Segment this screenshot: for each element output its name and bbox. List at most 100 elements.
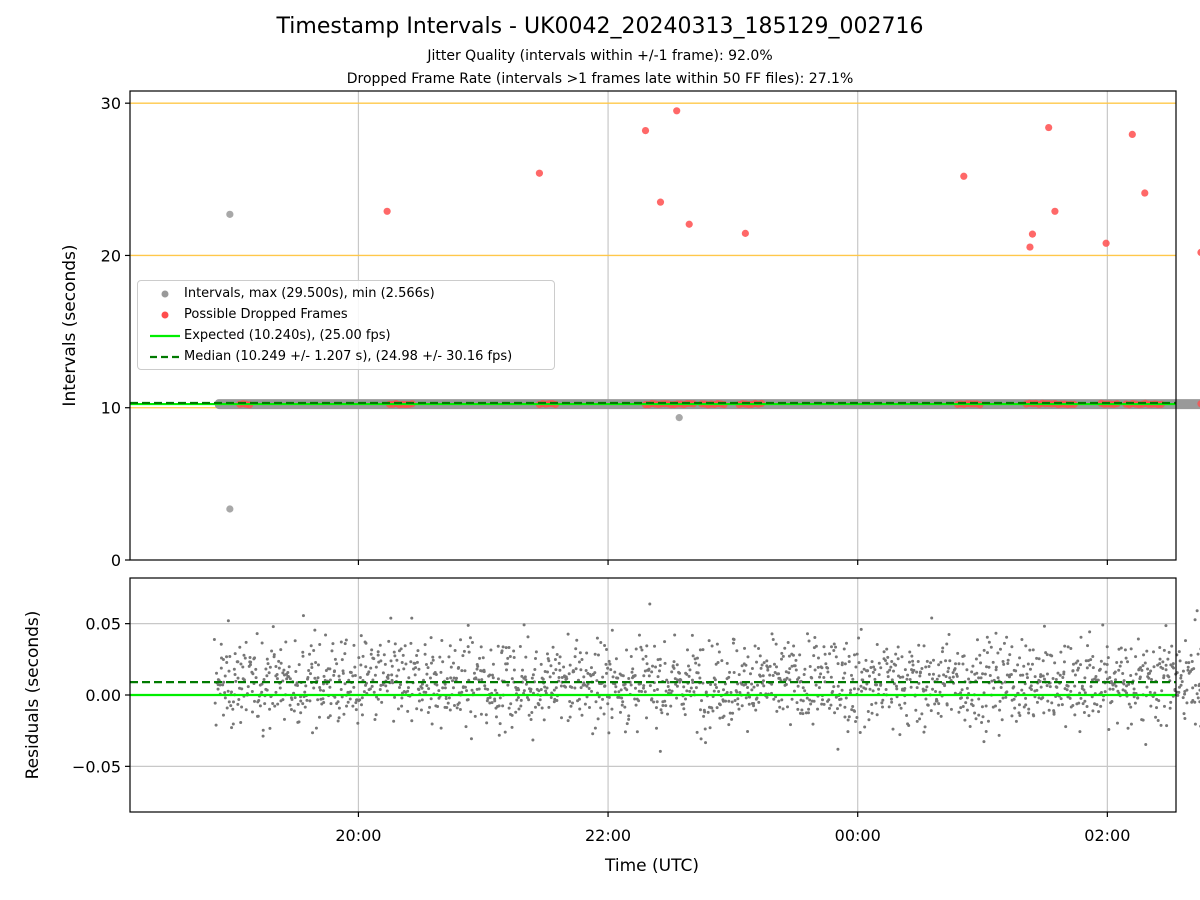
residual-point xyxy=(607,659,611,663)
residual-point xyxy=(517,688,521,692)
residual-point xyxy=(268,726,272,730)
residual-point xyxy=(443,682,447,686)
residual-point xyxy=(915,686,919,690)
residual-point xyxy=(971,664,975,668)
residual-point xyxy=(1028,667,1032,671)
dropped-frame-point xyxy=(1141,189,1149,197)
residual-point xyxy=(961,662,965,666)
residual-point xyxy=(803,667,807,671)
residual-point xyxy=(379,659,383,663)
residual-point xyxy=(254,676,258,680)
residual-point xyxy=(345,704,349,708)
residual-point xyxy=(826,670,830,674)
residual-point xyxy=(496,644,500,648)
residual-point xyxy=(533,667,537,671)
residual-point xyxy=(250,690,254,694)
residual-point xyxy=(317,715,321,719)
residual-point xyxy=(516,696,520,700)
residual-point xyxy=(520,668,524,672)
legend-line-green-icon xyxy=(150,334,180,338)
residual-point xyxy=(1091,666,1095,670)
residual-point xyxy=(551,645,555,649)
residual-point xyxy=(644,654,648,658)
residual-point xyxy=(594,700,598,704)
residual-point xyxy=(761,674,765,678)
legend: Intervals, max (29.500s), min (2.566s) P… xyxy=(137,280,555,370)
residual-point xyxy=(1099,704,1103,708)
residual-point xyxy=(725,661,729,665)
residual-point xyxy=(580,657,584,661)
residual-point xyxy=(1133,701,1137,705)
residual-point xyxy=(318,642,322,646)
residual-point xyxy=(483,687,487,691)
residual-point xyxy=(874,701,878,705)
residual-point xyxy=(811,722,815,726)
residual-point xyxy=(1086,659,1090,663)
residual-point xyxy=(627,677,631,681)
residual-point xyxy=(728,711,732,715)
residual-point xyxy=(428,705,432,709)
residual-point xyxy=(467,678,471,682)
residual-point xyxy=(886,675,890,679)
residual-point xyxy=(533,705,537,709)
residual-point xyxy=(287,665,291,669)
residual-point xyxy=(834,695,838,699)
residual-point xyxy=(1194,683,1198,687)
residual-point xyxy=(1050,654,1054,658)
residual-point xyxy=(265,674,269,678)
residual-point xyxy=(818,675,822,679)
residual-point xyxy=(1158,657,1162,661)
residual-point xyxy=(423,643,427,647)
residual-point xyxy=(525,695,529,699)
residual-point xyxy=(886,670,890,674)
residual-point xyxy=(750,688,754,692)
dropped-frame-point xyxy=(1028,230,1037,238)
residual-point xyxy=(859,684,863,688)
residual-point xyxy=(338,678,342,682)
residual-point xyxy=(1006,662,1010,666)
residual-point xyxy=(328,685,332,689)
residual-point xyxy=(623,730,627,734)
residual-point xyxy=(493,688,497,692)
residual-point xyxy=(682,707,686,711)
residual-point xyxy=(434,672,438,676)
residual-point xyxy=(1119,660,1123,664)
residual-point xyxy=(307,669,311,673)
residual-point xyxy=(1137,668,1141,672)
legend-dot-gray-icon xyxy=(161,290,169,298)
residual-point xyxy=(641,686,645,690)
residual-point xyxy=(443,686,447,690)
residual-point xyxy=(512,649,516,653)
residual-point xyxy=(1059,697,1063,701)
residual-point xyxy=(836,747,840,751)
residual-point xyxy=(578,651,582,655)
residual-point xyxy=(1078,730,1082,734)
residual-point xyxy=(333,669,337,673)
residual-point xyxy=(657,669,661,673)
residual-point xyxy=(889,665,893,669)
residual-point xyxy=(275,677,279,681)
residual-point xyxy=(346,700,350,704)
residual-point xyxy=(396,707,400,711)
residual-point xyxy=(1144,742,1148,746)
residual-point xyxy=(1164,663,1168,667)
residual-point xyxy=(898,703,902,707)
residual-point xyxy=(605,671,609,675)
residual-point xyxy=(901,675,905,679)
residual-point xyxy=(841,676,845,680)
residual-point xyxy=(1080,684,1084,688)
residual-point xyxy=(426,711,430,715)
residual-point xyxy=(591,673,595,677)
residual-point xyxy=(386,676,390,680)
residual-point xyxy=(216,687,220,691)
residual-point xyxy=(696,671,700,675)
residual-point xyxy=(616,676,620,680)
residual-point xyxy=(573,655,577,659)
residual-point xyxy=(223,674,227,678)
residual-points xyxy=(212,602,1200,753)
residual-point xyxy=(980,721,984,725)
residual-point xyxy=(417,699,421,703)
residual-point xyxy=(945,703,949,707)
residual-point xyxy=(661,703,665,707)
residual-point xyxy=(425,684,429,688)
